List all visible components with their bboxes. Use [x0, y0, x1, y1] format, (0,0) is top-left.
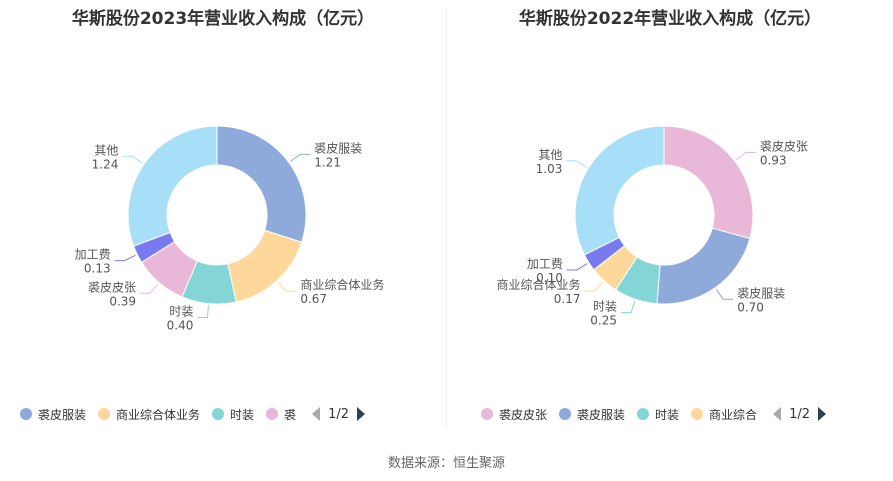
donut-slice[interactable]: [574, 125, 665, 256]
slice-name-label: 裘皮服装: [314, 141, 362, 155]
label-leader-line: [122, 155, 143, 164]
legend-item[interactable]: 时装: [637, 406, 679, 423]
legend-label: 时装: [655, 407, 680, 422]
slice-value-label: 0.67: [300, 292, 327, 306]
legend: 裘皮服装 商业综合体业务 时装 裘 1/2: [20, 402, 365, 426]
label-leader-line: [584, 281, 603, 292]
slice-name-label: 时装: [169, 305, 193, 319]
legend-swatch: [20, 408, 32, 420]
label-leader-line: [566, 160, 587, 168]
legend-swatch: [212, 408, 225, 420]
slice-name-label: 时装: [593, 300, 617, 314]
prev-page-icon[interactable]: [773, 407, 782, 421]
slice-value-label: 1.03: [536, 162, 563, 176]
slice-value-label: 0.40: [167, 319, 194, 333]
data-source-note: 数据来源：恒生聚源: [387, 456, 505, 471]
donut-slice[interactable]: [216, 125, 307, 243]
legend-swatch: [98, 408, 111, 420]
slice-value-label: 0.17: [554, 292, 581, 306]
page-indicator: 1/2: [789, 406, 810, 422]
chart-title: 华斯股份2023年营业收入构成（亿元）: [71, 9, 375, 29]
legend-item[interactable]: 商业综合: [691, 406, 757, 423]
donut-slice[interactable]: [127, 125, 218, 247]
label-leader-line: [566, 263, 588, 271]
legend-label: 裘: [284, 407, 297, 422]
chart-panel-2022: 华斯股份2022年营业收入构成（亿元） 裘皮皮张 0.93 裘皮服装 0.70 时装 0.…: [447, 0, 893, 440]
legend-swatch: [691, 408, 704, 420]
legend-label: 裘皮服装: [38, 407, 87, 422]
slice-name-label: 裘皮皮张: [760, 139, 808, 153]
slice-name-label: 裘皮服装: [737, 286, 785, 300]
slice-value-label: 0.25: [590, 314, 617, 328]
legend-item[interactable]: 裘皮服装: [559, 406, 625, 423]
slice-name-label: 其他: [538, 148, 562, 162]
slice-value-label: 0.39: [109, 294, 136, 308]
slice-value-label: 0.13: [84, 262, 111, 276]
next-page-icon[interactable]: [356, 407, 365, 421]
slice-name-label: 加工费: [527, 257, 563, 271]
legend-item[interactable]: 时装: [212, 406, 254, 423]
chart-panel-2023: 华斯股份2023年营业收入构成（亿元） 裘皮服装 1.21 商业综合体业务 0.67 时…: [0, 0, 446, 440]
legend: 裘皮皮张 裘皮服装 时装 商业综合 1/2: [481, 402, 826, 426]
slice-value-label: 1.24: [92, 157, 119, 171]
slice-name-label: 裘皮皮张: [88, 280, 136, 294]
donut-slice[interactable]: [656, 227, 751, 305]
chart-title: 华斯股份2022年营业收入构成（亿元）: [518, 9, 822, 29]
next-page-icon[interactable]: [817, 407, 826, 421]
page-indicator: 1/2: [328, 406, 349, 422]
slice-value-label: 0.93: [760, 153, 787, 167]
legend-swatch: [266, 408, 279, 420]
donut-slice[interactable]: [663, 125, 754, 240]
slice-name-label: 加工费: [75, 248, 111, 262]
slice-value-label: 1.21: [314, 155, 341, 169]
legend-label: 商业综合: [709, 407, 758, 422]
slice-name-label: 商业综合体业务: [300, 277, 384, 292]
legend-label: 时装: [230, 407, 255, 422]
label-leader-line: [290, 153, 311, 162]
legend-item[interactable]: 裘: [266, 406, 296, 423]
slice-value-label: 0.10: [536, 271, 563, 285]
label-leader-line: [140, 283, 159, 294]
legend-item[interactable]: 裘皮服装: [20, 406, 86, 423]
legend-label: 裘皮服装: [577, 407, 626, 422]
legend-item[interactable]: 裘皮皮张: [481, 406, 547, 423]
legend-swatch: [559, 408, 572, 420]
legend-label: 商业综合体业务: [116, 407, 201, 422]
legend-pager: 1/2: [773, 407, 826, 422]
panel-divider: [446, 8, 447, 428]
legend-swatch: [637, 408, 650, 420]
label-leader-line: [715, 289, 734, 300]
label-leader-line: [621, 301, 636, 314]
slice-name-label: 其他: [94, 143, 118, 157]
legend-pager: 1/2: [312, 407, 365, 422]
label-leader-line: [197, 305, 210, 319]
slice-name-label: 商业综合体业务: [496, 277, 580, 292]
legend-label: 裘皮皮张: [499, 407, 548, 422]
label-leader-line: [114, 254, 136, 262]
slice-value-label: 0.70: [737, 300, 764, 314]
label-leader-line: [277, 281, 297, 292]
prev-page-icon[interactable]: [312, 407, 321, 421]
label-leader-line: [736, 151, 756, 161]
legend-item[interactable]: 商业综合体业务: [98, 406, 200, 423]
legend-swatch: [481, 408, 493, 420]
